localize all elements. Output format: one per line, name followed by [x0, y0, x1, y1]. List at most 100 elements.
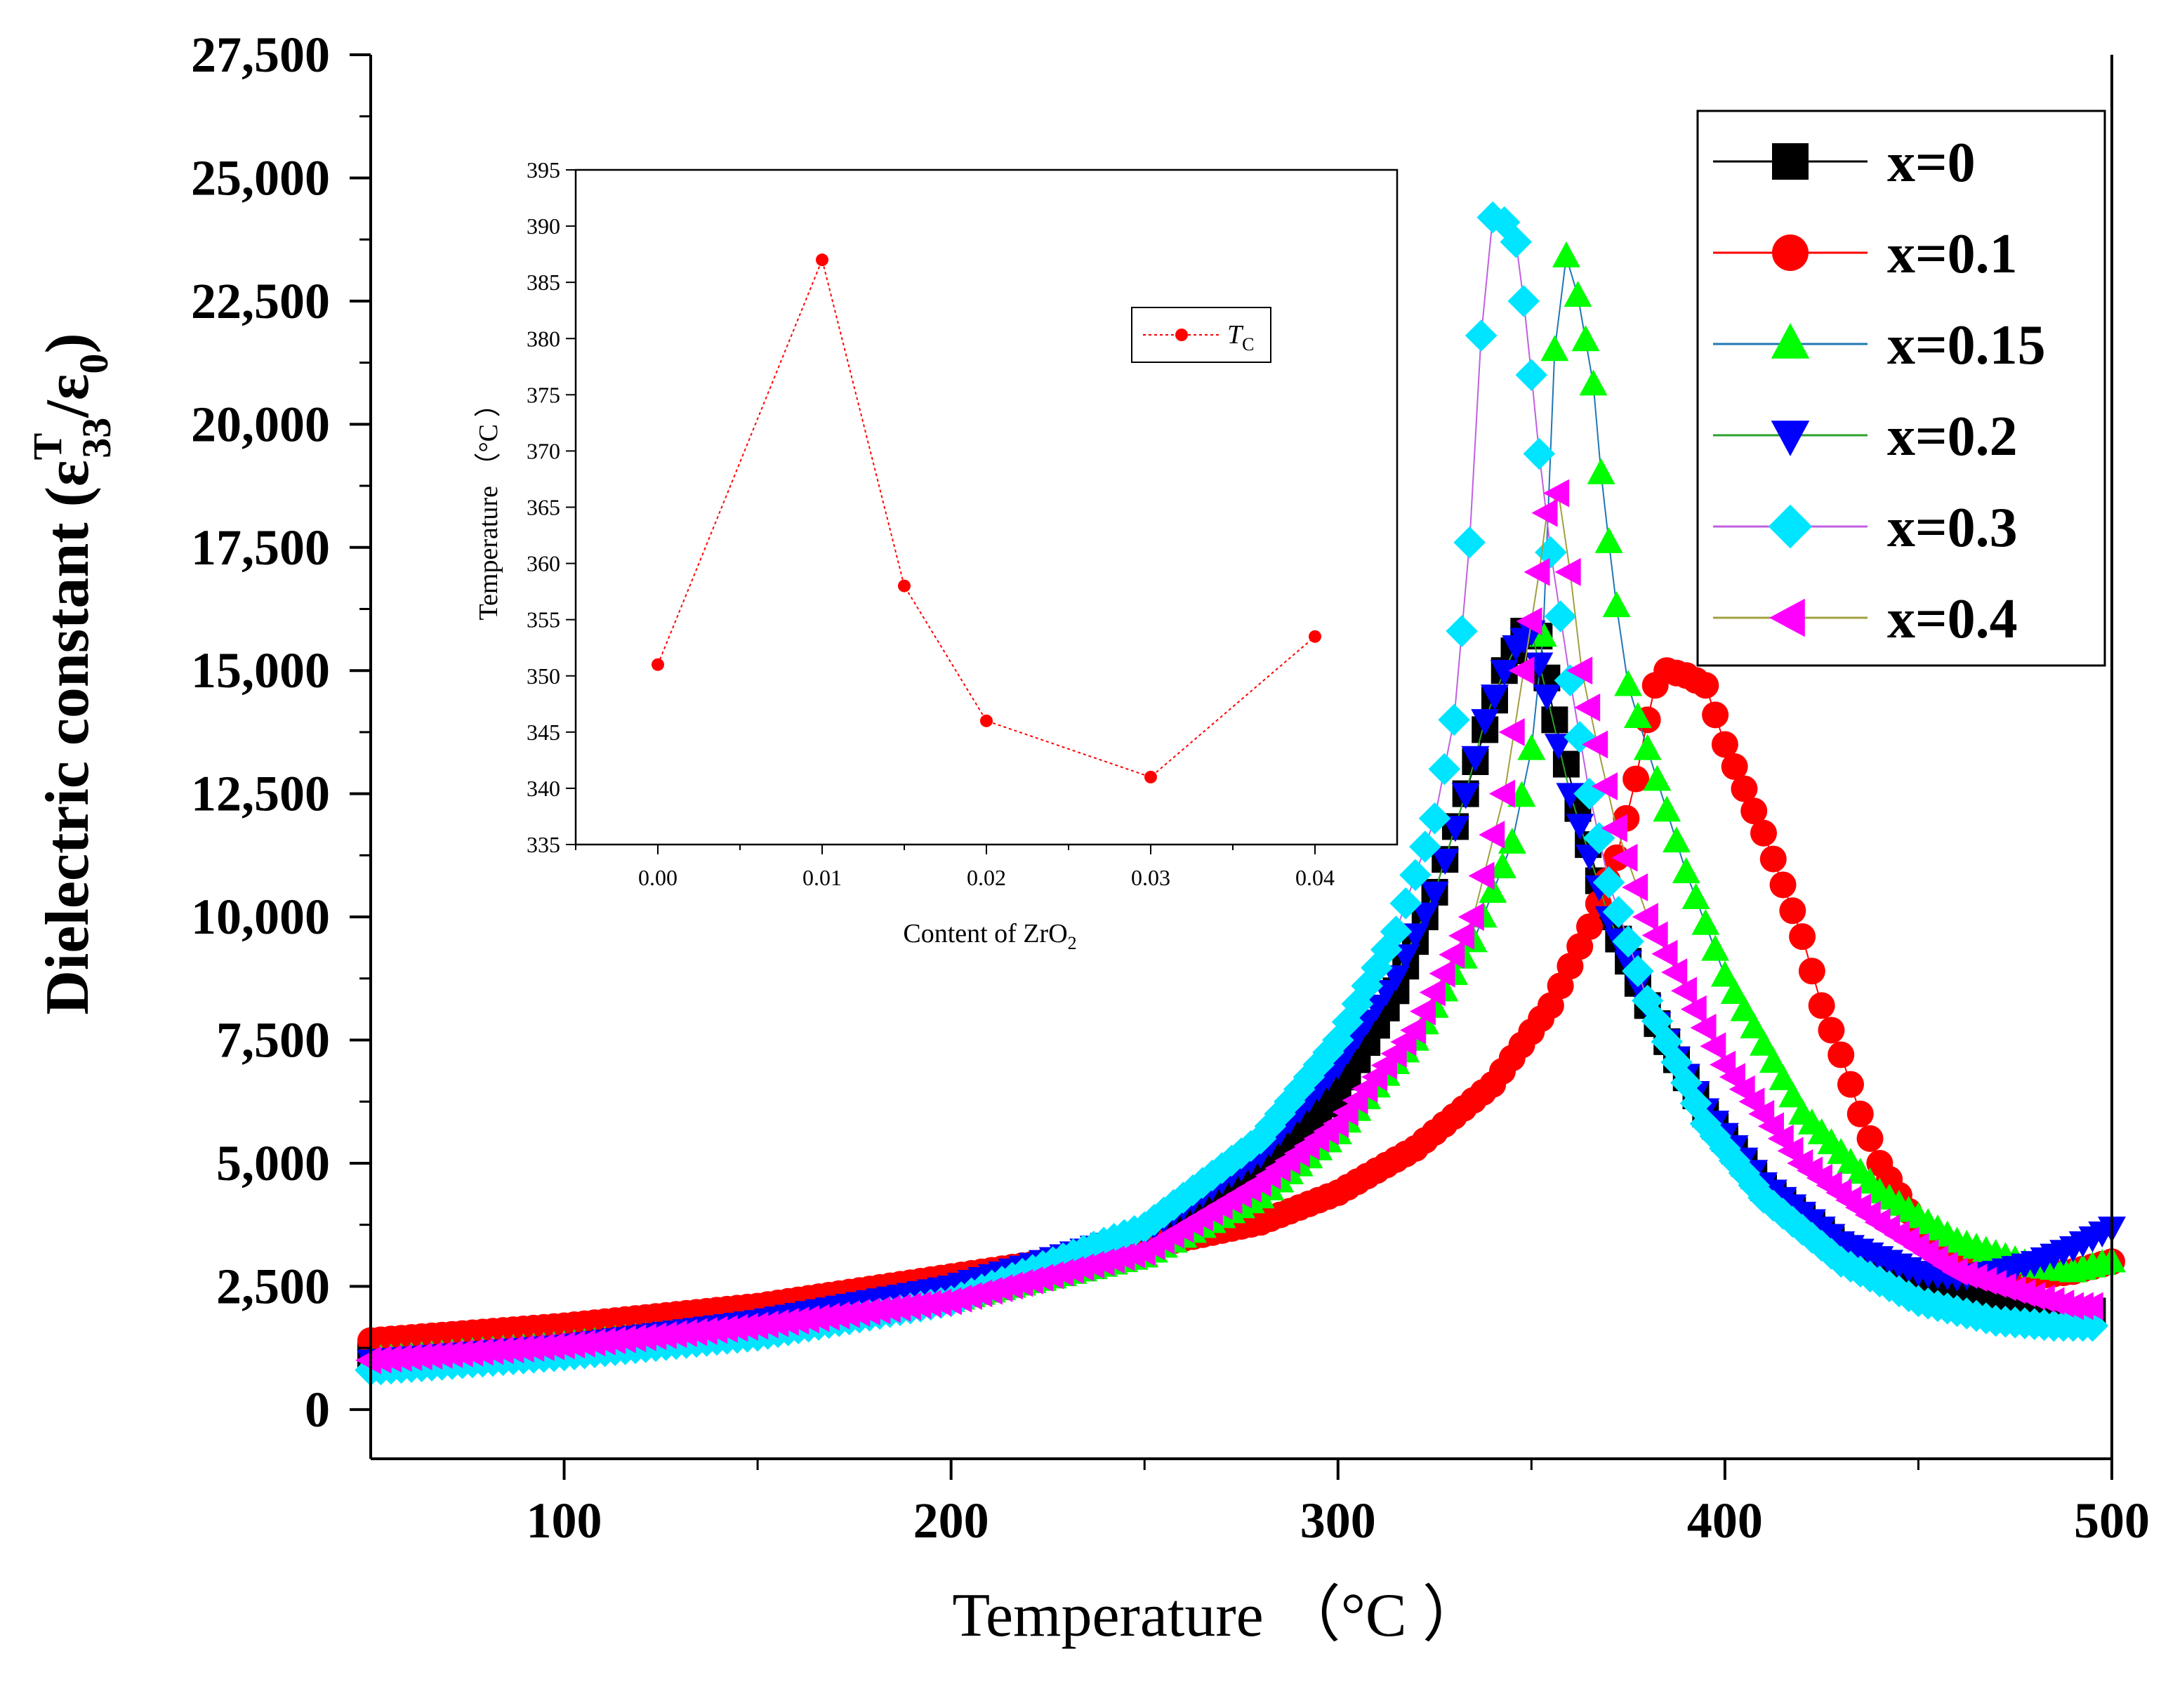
- data-point: [1643, 764, 1672, 791]
- data-point: [1702, 701, 1729, 729]
- data-point: [1552, 241, 1580, 267]
- data-point: [1465, 319, 1498, 352]
- data-point: [1846, 1100, 1874, 1127]
- data-point: [1680, 995, 1707, 1024]
- main-y-tick-label: 0: [305, 1382, 330, 1438]
- legend-marker: [1772, 234, 1809, 271]
- data-point: [1380, 915, 1413, 948]
- inset-x-tick-label: 0.00: [638, 865, 678, 890]
- data-point: [1531, 498, 1558, 527]
- legend-marker: [1768, 504, 1813, 549]
- data-point: [1767, 1124, 1794, 1153]
- data-point: [1789, 923, 1816, 951]
- data-point: [1523, 437, 1556, 470]
- legend-entry-x-0: x=0: [1713, 132, 1976, 194]
- data-point: [1759, 845, 1787, 873]
- data-point: [1681, 882, 1710, 909]
- main-series-group: [355, 201, 2126, 1386]
- data-point: [1566, 656, 1593, 685]
- inset-legend-label: TC: [1227, 320, 1254, 355]
- data-point: [1535, 536, 1567, 569]
- data-point: [1602, 896, 1635, 928]
- data-point: [1582, 730, 1608, 759]
- data-point: [1690, 1014, 1717, 1042]
- data-point: [1738, 1087, 1765, 1116]
- legend-label: x=0.3: [1887, 497, 2018, 559]
- main-x-tick-label: 400: [1687, 1492, 1763, 1549]
- inset-y-tick-label: 380: [527, 326, 560, 351]
- legend-label: x=0: [1887, 132, 1976, 194]
- inset-y-tick-label: 390: [527, 213, 560, 239]
- data-point: [1808, 992, 1835, 1019]
- data-point: [1418, 802, 1451, 835]
- data-point: [1543, 479, 1570, 508]
- data-point: [1653, 795, 1681, 822]
- inset-series-group: [652, 253, 1321, 783]
- data-point: [1759, 1047, 1787, 1073]
- legend-entry-x-0-15: x=0.15: [1713, 315, 2046, 376]
- data-point: [1591, 772, 1618, 801]
- inset-x-tick-label: 0.03: [1131, 865, 1170, 890]
- legend-label: x=0.15: [1887, 315, 2046, 376]
- data-point: [1544, 600, 1577, 633]
- data-point: [1710, 960, 1739, 987]
- data-point: [1453, 526, 1486, 559]
- inset-y-tick-label: 385: [527, 270, 560, 295]
- data-point: [1731, 775, 1758, 802]
- main-y-tick-label: 15,000: [191, 642, 330, 699]
- data-point: [1672, 857, 1700, 884]
- data-point: [1533, 684, 1561, 711]
- data-point: [1641, 921, 1668, 950]
- data-point: [1769, 871, 1797, 899]
- inset-chart: 335340345350355360365370375380385390395 …: [474, 157, 1404, 953]
- inset-x-ticks: 0.00 0.01 0.02 0.03 0.04: [575, 845, 1335, 890]
- main-x-tick-label: 100: [527, 1492, 602, 1549]
- data-point: [1554, 557, 1581, 586]
- data-point: [1579, 369, 1608, 396]
- inset-data-point: [816, 253, 828, 267]
- legend-marker: [1769, 598, 1805, 637]
- data-point: [1798, 958, 1825, 985]
- data-point: [1601, 814, 1627, 842]
- data-point: [1537, 992, 1564, 1019]
- data-point: [1574, 693, 1601, 722]
- data-point: [1544, 734, 1573, 760]
- data-point: [1471, 709, 1500, 736]
- data-point: [1623, 702, 1652, 729]
- data-point: [1428, 753, 1461, 786]
- inset-data-point: [1309, 630, 1321, 643]
- inset-y-tick-label: 360: [527, 551, 560, 576]
- data-point: [1468, 861, 1495, 890]
- inset-y-tick-label: 395: [527, 157, 560, 183]
- data-point: [1720, 977, 1749, 1005]
- data-point: [1661, 958, 1688, 986]
- legend-marker: [1772, 143, 1809, 180]
- data-point: [1438, 703, 1470, 736]
- inset-legend-marker: [1175, 329, 1188, 341]
- data-point: [1622, 955, 1654, 988]
- main-x-tick-label: 200: [913, 1492, 989, 1549]
- data-point: [1592, 866, 1625, 899]
- data-point: [1566, 933, 1594, 960]
- inset-y-ticks: 335 340 345 350 355 360 365 370 375 380 385 390 395: [527, 157, 576, 857]
- data-point: [1382, 965, 1410, 992]
- data-point: [1399, 859, 1432, 892]
- data-point: [1748, 1099, 1775, 1128]
- data-point: [1517, 734, 1546, 760]
- data-point: [1612, 925, 1644, 958]
- data-point: [1611, 843, 1638, 872]
- data-point: [2077, 1292, 2103, 1320]
- main-legend: x=0 x=0.1 x=0.15 x=0.2 x=0.3 x=0.4: [1696, 110, 2106, 667]
- data-point: [1400, 1016, 1427, 1045]
- inset-y-tick-label: 375: [527, 382, 560, 407]
- inset-data-point: [980, 714, 993, 727]
- data-point: [1740, 797, 1768, 825]
- data-point: [1431, 848, 1460, 875]
- data-point: [1571, 325, 1600, 352]
- data-point: [1769, 1064, 1797, 1090]
- data-point: [1408, 830, 1441, 863]
- data-point: [1458, 903, 1484, 932]
- legend-marker: [1771, 421, 1810, 456]
- data-point: [1750, 819, 1777, 847]
